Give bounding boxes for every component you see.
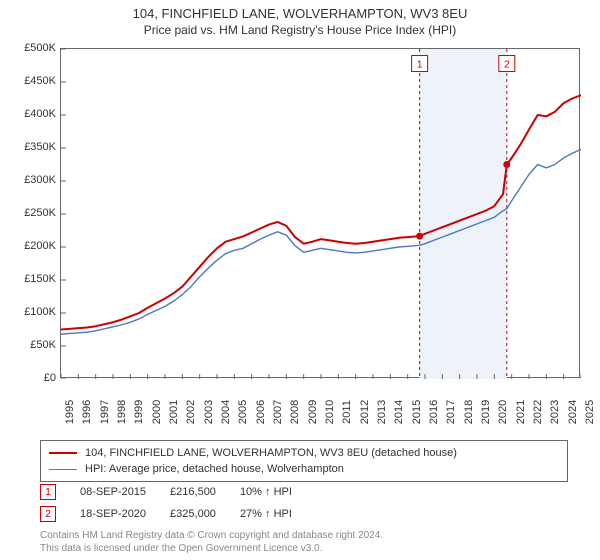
x-tick-label: 2007: [272, 400, 284, 424]
y-tick-label: £100K: [0, 306, 56, 318]
x-tick-label: 2024: [567, 400, 579, 424]
sale-date-2: 18-SEP-2020: [80, 508, 146, 520]
svg-text:2: 2: [504, 60, 510, 71]
y-tick-label: £350K: [0, 141, 56, 153]
x-tick-label: 2013: [376, 400, 388, 424]
x-tick-label: 1995: [64, 400, 76, 424]
chart-title: 104, FINCHFIELD LANE, WOLVERHAMPTON, WV3…: [0, 0, 600, 21]
chart-container: 104, FINCHFIELD LANE, WOLVERHAMPTON, WV3…: [0, 0, 600, 560]
x-tick-label: 2004: [220, 400, 232, 424]
x-tick-label: 2005: [237, 400, 249, 424]
x-tick-label: 2006: [255, 400, 267, 424]
legend-swatch: [49, 452, 77, 454]
x-tick-label: 1998: [116, 400, 128, 424]
x-tick-label: 2000: [151, 400, 163, 424]
x-tick-label: 2008: [289, 400, 301, 424]
x-tick-label: 2016: [428, 400, 440, 424]
x-tick-label: 1996: [81, 400, 93, 424]
y-tick-label: £200K: [0, 240, 56, 252]
x-tick-label: 2020: [497, 400, 509, 424]
footer-line-2: This data is licensed under the Open Gov…: [40, 543, 568, 556]
x-tick-label: 2014: [393, 400, 405, 424]
x-tick-label: 2009: [307, 400, 319, 424]
x-tick-label: 2012: [359, 400, 371, 424]
chart-svg: 12: [61, 49, 581, 379]
y-tick-label: £500K: [0, 42, 56, 54]
x-tick-label: 1997: [99, 400, 111, 424]
plot-area: 12: [60, 48, 580, 378]
chart-subtitle: Price paid vs. HM Land Registry's House …: [0, 21, 600, 37]
svg-text:1: 1: [417, 60, 423, 71]
y-tick-label: £450K: [0, 75, 56, 87]
legend: 104, FINCHFIELD LANE, WOLVERHAMPTON, WV3…: [40, 440, 568, 482]
sale-marker-1: 1: [40, 484, 56, 500]
x-tick-label: 2022: [532, 400, 544, 424]
x-tick-label: 2011: [341, 400, 353, 424]
x-tick-label: 2002: [185, 400, 197, 424]
footer-line-1: Contains HM Land Registry data © Crown c…: [40, 530, 568, 543]
sale-row-1: 1 08-SEP-2015 £216,500 10% ↑ HPI: [40, 484, 568, 500]
sale-marker-2: 2: [40, 506, 56, 522]
y-tick-label: £400K: [0, 108, 56, 120]
x-tick-label: 2021: [515, 400, 527, 424]
sale-date-1: 08-SEP-2015: [80, 486, 146, 498]
sale-delta-2: 27% ↑ HPI: [240, 508, 292, 520]
x-tick-label: 2017: [445, 400, 457, 424]
legend-swatch: [49, 469, 77, 470]
legend-item: 104, FINCHFIELD LANE, WOLVERHAMPTON, WV3…: [49, 445, 559, 461]
sale-price-2: £325,000: [170, 508, 216, 520]
x-tick-label: 2019: [480, 400, 492, 424]
legend-label: 104, FINCHFIELD LANE, WOLVERHAMPTON, WV3…: [85, 447, 457, 459]
sale-row-2: 2 18-SEP-2020 £325,000 27% ↑ HPI: [40, 506, 568, 522]
x-tick-label: 2003: [203, 400, 215, 424]
x-tick-label: 1999: [133, 400, 145, 424]
footer: Contains HM Land Registry data © Crown c…: [40, 530, 568, 555]
y-tick-label: £250K: [0, 207, 56, 219]
sale-delta-1: 10% ↑ HPI: [240, 486, 292, 498]
y-tick-label: £0: [0, 372, 56, 384]
x-tick-label: 2015: [411, 400, 423, 424]
x-tick-label: 2025: [584, 400, 596, 424]
y-tick-label: £150K: [0, 273, 56, 285]
y-tick-label: £300K: [0, 174, 56, 186]
y-tick-label: £50K: [0, 339, 56, 351]
legend-item: HPI: Average price, detached house, Wolv…: [49, 461, 559, 477]
x-tick-label: 2001: [168, 400, 180, 424]
x-tick-label: 2023: [549, 400, 561, 424]
sale-price-1: £216,500: [170, 486, 216, 498]
legend-label: HPI: Average price, detached house, Wolv…: [85, 463, 344, 475]
x-tick-label: 2010: [324, 400, 336, 424]
x-tick-label: 2018: [463, 400, 475, 424]
